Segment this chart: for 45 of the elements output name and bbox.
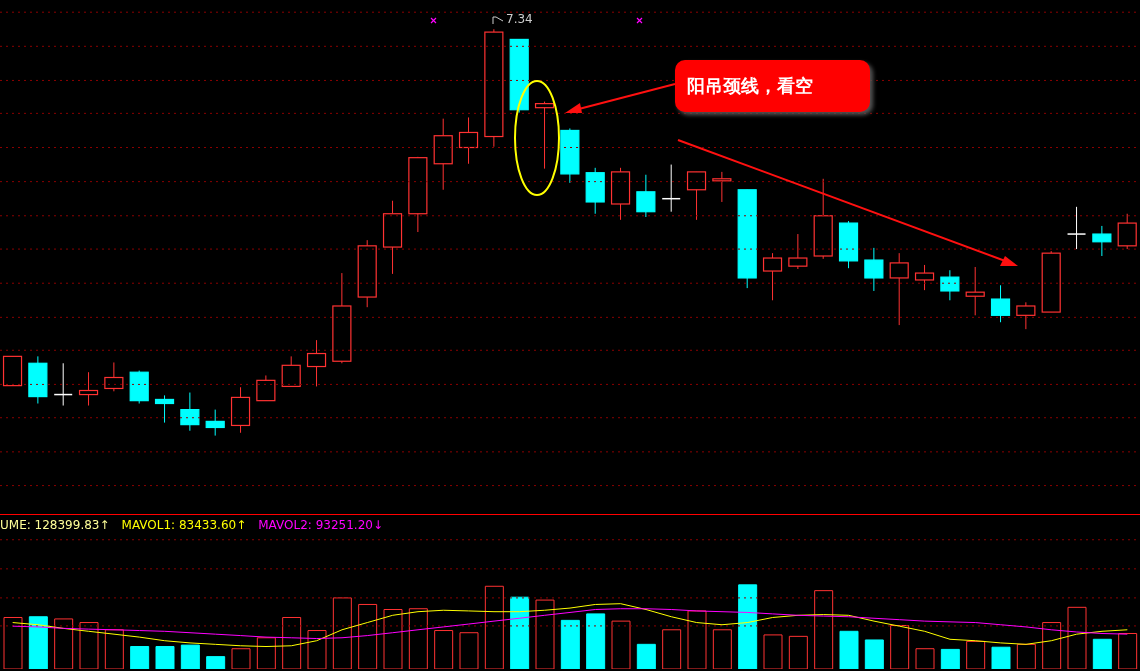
candlestick <box>1117 213 1137 250</box>
candlestick <box>306 339 327 387</box>
candlestick <box>788 233 808 270</box>
candlestick <box>154 394 175 424</box>
text: MAVOL2: 93251.20↓ <box>258 518 383 532</box>
candlestick <box>281 355 301 388</box>
candlestick <box>534 101 555 170</box>
candlestick <box>458 116 479 165</box>
bar <box>28 616 48 669</box>
candlestick <box>965 266 985 316</box>
bar <box>839 630 859 669</box>
candlestick <box>762 252 783 301</box>
candlestick <box>990 284 1011 323</box>
bar <box>940 648 960 669</box>
bar <box>155 646 175 669</box>
bar <box>864 639 884 669</box>
candlestick <box>104 361 124 392</box>
candlestick <box>914 264 935 291</box>
bar <box>510 596 530 669</box>
bar <box>586 613 606 669</box>
bar <box>180 644 200 669</box>
candlestick <box>180 392 200 432</box>
candlestick <box>636 174 656 218</box>
bar <box>560 619 580 669</box>
text: MAVOL1: 83433.60↑ <box>121 518 247 532</box>
candlestick <box>686 171 707 221</box>
candlestick <box>940 269 960 301</box>
candlestick <box>256 374 276 402</box>
candlestick <box>864 247 884 292</box>
candlestick <box>205 409 225 437</box>
bar <box>1092 638 1112 669</box>
bar <box>991 646 1011 669</box>
bar <box>206 656 226 669</box>
candlestick <box>889 252 909 326</box>
candlestick <box>1066 206 1087 250</box>
bar <box>636 643 656 669</box>
candlestick <box>712 171 732 203</box>
text: 7.34 <box>506 12 533 27</box>
candlestick <box>78 371 99 407</box>
candlestick <box>1016 301 1036 330</box>
callout-box: 阳吊颈线，看空 <box>675 60 870 112</box>
bar <box>130 646 150 669</box>
bar <box>738 584 758 669</box>
text: UME: 128399.83↑ <box>0 518 110 532</box>
candlestick <box>1092 225 1112 257</box>
